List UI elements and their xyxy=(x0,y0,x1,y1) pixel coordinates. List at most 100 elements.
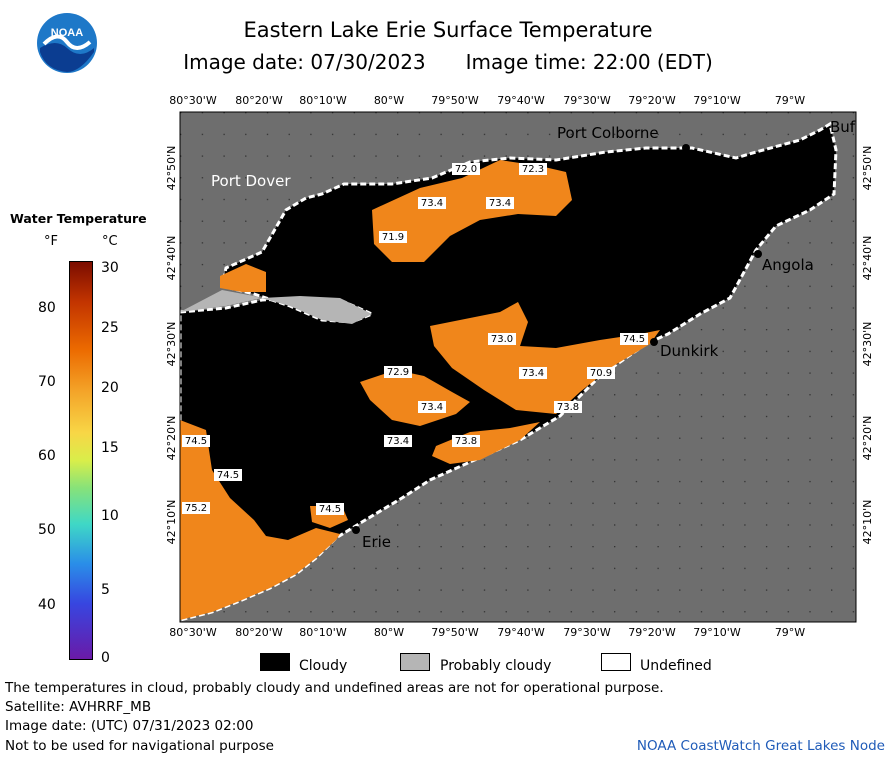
water-patch-north xyxy=(372,160,572,262)
erie-marker xyxy=(352,526,360,534)
lon-label-bottom: 79°20'W xyxy=(628,626,676,639)
legend-f-tick: 50 xyxy=(38,522,56,538)
temperature-label: 73.8 xyxy=(455,436,477,447)
image-date: Image date: 07/30/2023 xyxy=(183,50,426,74)
water-patch-west xyxy=(220,264,266,292)
lon-label-bottom: 79°W xyxy=(775,626,805,639)
lon-label-bottom: 79°40'W xyxy=(497,626,545,639)
place-erie: Erie xyxy=(362,533,391,551)
lat-label-right: 42°20'N xyxy=(861,416,874,461)
temperature-label: 73.4 xyxy=(522,368,544,379)
temperature-label-bg xyxy=(452,163,480,175)
temperature-label-bg xyxy=(587,367,615,379)
legend-unit-c: °C xyxy=(102,234,118,249)
temperature-label-bg xyxy=(488,333,516,345)
map-title: Eastern Lake Erie Surface Temperature xyxy=(243,18,653,42)
lon-label-top: 79°10'W xyxy=(693,94,741,107)
lon-label-bottom: 80°10'W xyxy=(299,626,347,639)
lon-label-top: 79°50'W xyxy=(431,94,479,107)
water-patch-southeast xyxy=(432,422,540,464)
key-probably-cloudy-swatch xyxy=(400,653,430,671)
lat-label-left: 42°20'N xyxy=(165,416,178,461)
temperature-label-bg xyxy=(182,502,210,514)
lon-label-top: 80°W xyxy=(374,94,404,107)
lon-label-top: 80°30'W xyxy=(169,94,217,107)
lat-label-left: 42°40'N xyxy=(165,236,178,281)
temperature-label: 72.3 xyxy=(522,164,544,175)
legend-f-tick: 80 xyxy=(38,300,56,316)
lat-label-right: 42°50'N xyxy=(861,146,874,191)
temperature-label: 74.5 xyxy=(217,470,239,481)
legend-f-tick: 60 xyxy=(38,448,56,464)
key-cloudy-swatch xyxy=(260,653,290,671)
temperature-label-bg xyxy=(554,401,582,413)
angola-marker xyxy=(754,250,762,258)
footer-utc-date: Image date: (UTC) 07/31/2023 02:00 xyxy=(5,718,254,734)
place-port-colborne: Port Colborne xyxy=(557,124,659,142)
temperature-label-bg xyxy=(452,435,480,447)
lon-label-top: 80°10'W xyxy=(299,94,347,107)
temperature-label-bg xyxy=(182,435,210,447)
water-patch-central xyxy=(430,302,660,414)
lon-label-top: 79°40'W xyxy=(497,94,545,107)
map-frame xyxy=(179,111,857,623)
temperature-label: 72.0 xyxy=(455,164,477,175)
water-patch-southwest xyxy=(180,420,340,620)
legend-c-tick: 0 xyxy=(101,650,110,666)
temperature-label: 74.5 xyxy=(319,504,341,515)
noaa-logo-icon: NOAA xyxy=(37,13,97,73)
legend-c-tick: 20 xyxy=(101,380,119,396)
temperature-label: 74.5 xyxy=(623,334,645,345)
lon-label-bottom: 79°50'W xyxy=(431,626,479,639)
port-colborne-marker xyxy=(682,144,690,152)
temperature-label: 73.4 xyxy=(387,436,409,447)
lat-label-right: 42°30'N xyxy=(861,322,874,367)
lon-label-top: 79°W xyxy=(775,94,805,107)
temperature-label-bg xyxy=(379,231,407,243)
place-angola: Angola xyxy=(762,256,814,274)
lat-label-left: 42°30'N xyxy=(165,322,178,367)
dunkirk-marker xyxy=(650,338,658,346)
footer-satellite: Satellite: AVHRRF_MB xyxy=(5,699,152,715)
key-undefined-swatch xyxy=(601,653,631,671)
temperature-label: 73.4 xyxy=(421,198,443,209)
footer-credit: NOAA CoastWatch Great Lakes Node xyxy=(636,738,885,754)
footer-nav-warning: Not to be used for navigational purpose xyxy=(5,738,274,754)
temperature-label: 73.0 xyxy=(491,334,513,345)
legend-title: Water Temperature xyxy=(10,211,147,226)
temperature-label: 73.8 xyxy=(557,402,579,413)
temperature-label: 73.4 xyxy=(489,198,511,209)
legend-unit-f: °F xyxy=(44,234,58,249)
legend-f-tick: 40 xyxy=(38,597,56,613)
legend-f-tick: 70 xyxy=(38,374,56,390)
temperature-label-bg xyxy=(418,401,446,413)
place-dunkirk: Dunkirk xyxy=(660,342,719,360)
temperature-label: 74.5 xyxy=(185,436,207,447)
place-port-dover: Port Dover xyxy=(211,172,291,190)
lat-label-left: 42°10'N xyxy=(165,500,178,545)
lat-label-left: 42°50'N xyxy=(165,146,178,191)
probably-cloudy-area xyxy=(180,290,372,324)
key-probably-cloudy-label: Probably cloudy xyxy=(440,658,552,674)
key-cloudy-label: Cloudy xyxy=(299,658,348,674)
place-buffalo: Buf xyxy=(830,118,856,136)
temperature-label-bg xyxy=(418,197,446,209)
temperature-label: 72.9 xyxy=(387,367,409,378)
temperature-label: 75.2 xyxy=(185,503,207,514)
temperature-label-bg xyxy=(486,197,514,209)
image-time: Image time: 22:00 (EDT) xyxy=(465,50,713,74)
temperature-label: 73.4 xyxy=(421,402,443,413)
lon-label-top: 80°20'W xyxy=(235,94,283,107)
legend-c-tick: 5 xyxy=(101,582,110,598)
temperature-label-bg xyxy=(519,367,547,379)
lon-label-bottom: 80°20'W xyxy=(235,626,283,639)
lon-label-top: 79°20'W xyxy=(628,94,676,107)
temperature-label-bg xyxy=(620,333,648,345)
temperature-label: 71.9 xyxy=(382,232,404,243)
legend-c-tick: 30 xyxy=(101,260,119,276)
temperature-label-bg xyxy=(384,366,412,378)
temperature-label: 70.9 xyxy=(590,368,612,379)
lat-label-right: 42°40'N xyxy=(861,236,874,281)
lon-label-bottom: 79°10'W xyxy=(693,626,741,639)
